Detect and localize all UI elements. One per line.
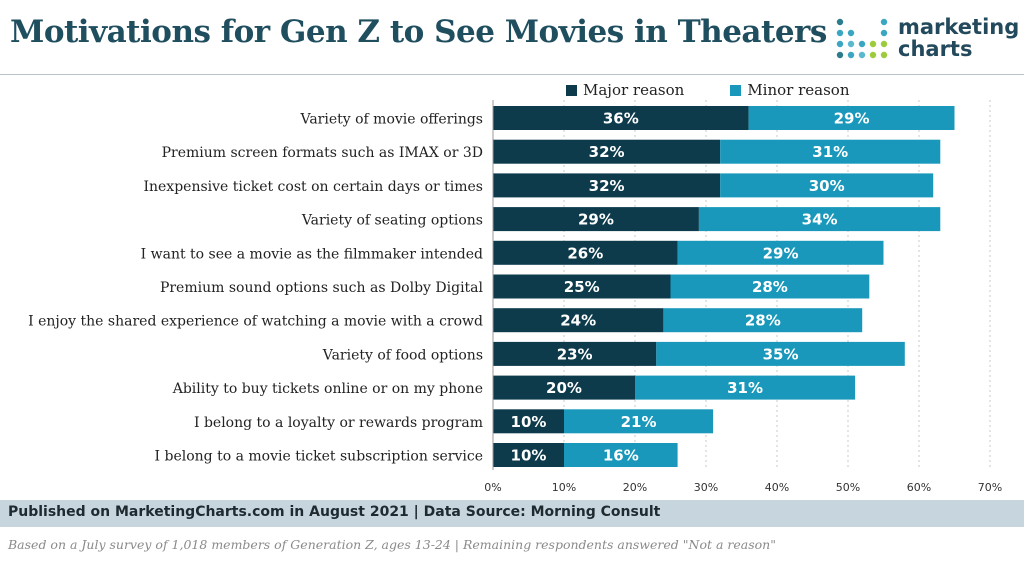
bar-minor-10 <box>564 443 678 467</box>
survey-footnote: Based on a July survey of 1,018 members … <box>8 537 776 552</box>
bar-minor-6 <box>663 308 863 333</box>
category-label-10: I belong to a movie ticket subscription … <box>155 449 483 465</box>
bar-major-2 <box>493 173 721 198</box>
bar-minor-5 <box>670 274 870 299</box>
legend-item-minor: Minor reason <box>730 81 849 99</box>
data-label-major-2: 32% <box>589 177 625 195</box>
category-label-2: Inexpensive ticket cost on certain days … <box>143 179 483 195</box>
stacked-bar-chart: Variety of movie offerings 36% 29% Premium … <box>28 100 1002 494</box>
legend-label-major: Major reason <box>583 81 685 99</box>
data-label-minor-7: 35% <box>763 345 799 363</box>
bar-major-9 <box>493 409 564 434</box>
x-tick-label-6: 60% <box>907 481 931 494</box>
category-label-3: Variety of seating options <box>301 213 483 229</box>
category-label-7: Variety of food options <box>322 347 483 363</box>
bar-major-8 <box>493 375 635 400</box>
data-label-major-4: 26% <box>567 244 603 262</box>
x-tick-label-7: 70% <box>978 481 1002 494</box>
legend-swatch-major <box>566 84 577 96</box>
chart-title: Motivations for Gen Z to See Movies in T… <box>10 14 827 50</box>
logo-wordmark: marketing charts <box>898 16 1019 60</box>
bar-minor-7 <box>656 341 905 366</box>
data-label-minor-5: 28% <box>752 278 788 296</box>
data-label-major-0: 36% <box>603 110 639 128</box>
data-label-minor-6: 28% <box>745 312 781 330</box>
legend-swatch-minor <box>730 84 742 96</box>
data-label-minor-0: 29% <box>834 110 870 128</box>
chart-legend: Major reason Minor reason <box>566 80 895 100</box>
data-label-major-5: 25% <box>564 278 600 296</box>
bar-minor-9 <box>564 409 714 434</box>
category-label-6: I enjoy the shared experience of watchin… <box>28 314 483 330</box>
data-label-major-1: 32% <box>589 143 625 161</box>
header-divider <box>0 74 1024 75</box>
category-label-8: Ability to buy tickets online or on my p… <box>172 381 483 397</box>
bar-minor-1 <box>720 139 941 164</box>
data-label-minor-4: 29% <box>763 244 799 262</box>
data-label-minor-2: 30% <box>809 177 845 195</box>
bar-major-4 <box>493 240 678 265</box>
data-label-major-7: 23% <box>557 345 593 363</box>
x-tick-label-4: 40% <box>765 481 789 494</box>
bar-major-0 <box>493 106 749 130</box>
data-label-major-10: 10% <box>511 447 547 465</box>
x-tick-label-5: 50% <box>836 481 860 494</box>
bar-major-6 <box>493 308 664 333</box>
data-label-minor-9: 21% <box>621 413 657 431</box>
logo-line-2: charts <box>898 37 973 61</box>
category-label-5: Premium sound options such as Dolby Digi… <box>160 280 484 296</box>
data-label-minor-1: 31% <box>812 143 848 161</box>
x-tick-label-3: 30% <box>694 481 718 494</box>
x-tick-label-0: 0% <box>484 481 501 494</box>
x-tick-label-1: 10% <box>552 481 576 494</box>
data-label-major-8: 20% <box>546 379 582 397</box>
data-label-minor-8: 31% <box>727 379 763 397</box>
category-label-1: Premium screen formats such as IMAX or 3… <box>162 145 483 161</box>
x-tick-label-2: 20% <box>623 481 647 494</box>
bar-minor-8 <box>635 375 856 400</box>
bar-major-10 <box>493 443 564 467</box>
bar-minor-2 <box>720 173 934 198</box>
category-label-4: I want to see a movie as the filmmaker i… <box>141 246 483 262</box>
footer-bar: Published on MarketingCharts.com in Augu… <box>0 500 1024 527</box>
published-source-text: Published on MarketingCharts.com in Augu… <box>8 504 661 520</box>
data-label-major-3: 29% <box>578 211 614 229</box>
bar-major-1 <box>493 139 721 164</box>
bar-minor-3 <box>698 207 941 232</box>
bar-minor-4 <box>677 240 884 265</box>
logo-line-1: marketing <box>898 15 1020 39</box>
bar-major-3 <box>493 207 699 232</box>
legend-item-major: Major reason <box>566 81 684 99</box>
data-label-minor-10: 16% <box>603 447 639 465</box>
marketingcharts-logo[interactable]: marketing charts <box>836 14 1019 64</box>
data-label-minor-3: 34% <box>802 211 838 229</box>
bar-minor-0 <box>748 106 955 130</box>
data-label-major-9: 10% <box>511 413 547 431</box>
bar-major-5 <box>493 274 671 299</box>
legend-label-minor: Minor reason <box>747 81 850 99</box>
bar-major-7 <box>493 341 657 366</box>
category-label-9: I belong to a loyalty or rewards program <box>194 415 483 431</box>
data-label-major-6: 24% <box>560 312 596 330</box>
category-label-0: Variety of movie offerings <box>300 112 484 128</box>
logo-dots-icon <box>836 18 888 59</box>
